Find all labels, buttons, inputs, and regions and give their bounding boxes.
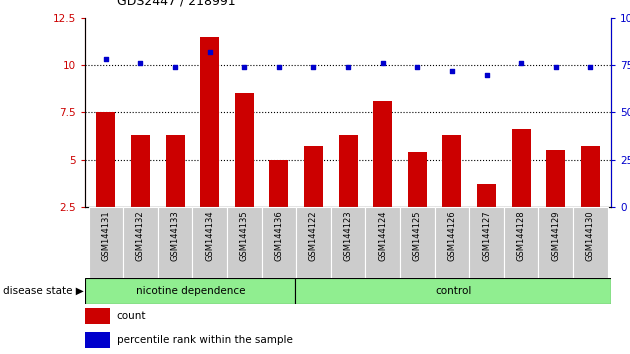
Bar [408, 152, 427, 207]
Bar [539, 207, 573, 278]
Bar [504, 207, 539, 278]
Point [343, 64, 353, 70]
Bar [477, 184, 496, 207]
Bar [166, 135, 185, 207]
Text: GSM144127: GSM144127 [482, 211, 491, 261]
Point [585, 64, 595, 70]
Bar [261, 207, 296, 278]
Text: GSM144134: GSM144134 [205, 211, 214, 261]
Bar [158, 207, 192, 278]
Bar [512, 130, 530, 207]
Point [412, 64, 422, 70]
Text: GSM144133: GSM144133 [171, 211, 180, 261]
Text: control: control [435, 286, 471, 296]
Bar [295, 278, 611, 304]
Text: GSM144128: GSM144128 [517, 211, 525, 261]
Text: GSM144125: GSM144125 [413, 211, 422, 261]
Bar [88, 207, 123, 278]
Point [481, 72, 491, 77]
Bar [227, 207, 261, 278]
Bar [469, 207, 504, 278]
Text: nicotine dependence: nicotine dependence [135, 286, 245, 296]
Bar [581, 147, 600, 207]
Bar [235, 93, 254, 207]
Point [170, 64, 180, 70]
Text: disease state ▶: disease state ▶ [3, 286, 84, 296]
Text: GSM144136: GSM144136 [274, 211, 284, 261]
Text: count: count [117, 311, 146, 321]
Bar [338, 135, 358, 207]
Text: GSM144135: GSM144135 [240, 211, 249, 261]
Bar [85, 308, 110, 324]
Bar [96, 113, 115, 207]
Bar [546, 150, 565, 207]
Bar [123, 207, 158, 278]
Bar [442, 135, 461, 207]
Bar [435, 207, 469, 278]
Point [274, 64, 284, 70]
Bar [85, 332, 110, 348]
Bar [131, 135, 150, 207]
Point [135, 60, 146, 66]
Bar [373, 101, 392, 207]
Bar [365, 207, 400, 278]
Text: GSM144123: GSM144123 [343, 211, 353, 261]
Point [205, 49, 215, 55]
Point [239, 64, 249, 70]
Bar [200, 37, 219, 207]
Bar [296, 207, 331, 278]
Point [309, 64, 319, 70]
Text: GSM144129: GSM144129 [551, 211, 560, 261]
Point [516, 60, 526, 66]
Bar [85, 278, 295, 304]
Bar [304, 147, 323, 207]
Bar [270, 160, 289, 207]
Text: GSM144131: GSM144131 [101, 211, 110, 261]
Text: percentile rank within the sample: percentile rank within the sample [117, 335, 292, 346]
Point [447, 68, 457, 74]
Bar [573, 207, 608, 278]
Text: GSM144122: GSM144122 [309, 211, 318, 261]
Point [551, 64, 561, 70]
Point [377, 60, 387, 66]
Text: GSM144126: GSM144126 [447, 211, 456, 261]
Text: GSM144132: GSM144132 [136, 211, 145, 261]
Text: GDS2447 / 218991: GDS2447 / 218991 [117, 0, 235, 7]
Text: GSM144124: GSM144124 [378, 211, 387, 261]
Text: GSM144130: GSM144130 [586, 211, 595, 261]
Bar [400, 207, 435, 278]
Bar [192, 207, 227, 278]
Bar [331, 207, 365, 278]
Point [101, 57, 111, 62]
